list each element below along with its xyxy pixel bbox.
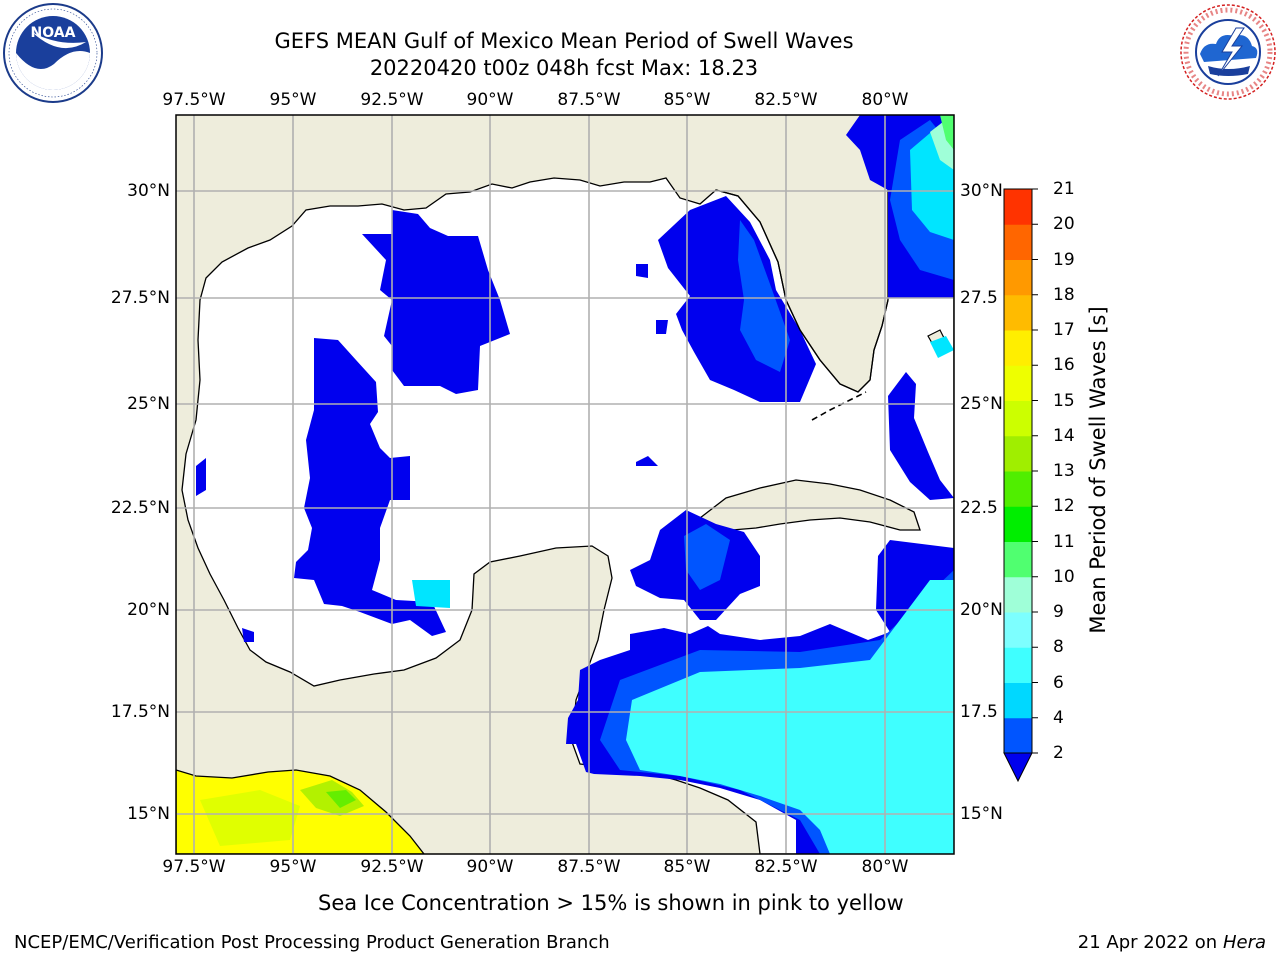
- pacific-swell-yellow: [200, 790, 300, 846]
- date-stamp: 21 Apr 2022 on Hera: [1078, 932, 1266, 953]
- colorbar-tick-label: 15: [1053, 390, 1075, 411]
- lat-tick-left: 17.5°N: [110, 702, 170, 722]
- colorbar-extend-arrow: [1003, 752, 1033, 783]
- lat-tick-right: 15°N: [960, 804, 1003, 824]
- lon-tick-bottom: 80°W: [861, 857, 909, 877]
- lon-tick-top: 80°W: [861, 90, 909, 110]
- colorbar-tick-label: 11: [1053, 531, 1075, 552]
- colorbar-segment: [1004, 435, 1032, 472]
- lat-tick-left: 22.5°N: [110, 498, 170, 518]
- lon-tick-bottom: 87.5°W: [557, 857, 621, 877]
- lat-tick-left: 27.5°N: [110, 288, 170, 308]
- colorbar-segment: [1004, 224, 1032, 260]
- lon-tick-top: 87.5°W: [557, 90, 621, 110]
- lon-tick-top: 82.5°W: [754, 90, 818, 110]
- colorbar-segment: [1004, 471, 1032, 507]
- colorbar-segment: [1004, 330, 1032, 366]
- colorbar-segment: [1004, 259, 1032, 296]
- colorbar-tick-label: 14: [1053, 425, 1075, 446]
- colorbar-segment: [1004, 541, 1032, 578]
- lat-tick-right: 22.5: [960, 498, 998, 518]
- colorbar-tick-label: 20: [1053, 214, 1075, 235]
- date-text: 21 Apr 2022 on: [1077, 932, 1223, 953]
- lon-tick-bottom: 95°W: [269, 857, 317, 877]
- chart-subtitle: 20220420 t00z 048h fcst Max: 18.23: [369, 56, 759, 80]
- chart-title: GEFS MEAN Gulf of Mexico Mean Period of …: [274, 29, 854, 53]
- lon-tick-bottom: 97.5°W: [162, 857, 226, 877]
- colorbar-segment: [1004, 294, 1032, 331]
- host-name: Hera: [1222, 932, 1266, 953]
- colorbar-tick-label: 2: [1053, 743, 1064, 763]
- noaa-logo: NOAA: [3, 3, 103, 103]
- map-frame: [175, 114, 955, 855]
- colorbar-tick-label: 19: [1053, 249, 1075, 270]
- lat-tick-left: 20°N: [127, 600, 170, 620]
- graticule: [176, 115, 954, 854]
- lat-tick-right: 25°N: [960, 394, 1003, 414]
- lon-tick-bottom: 90°W: [466, 857, 514, 877]
- lat-tick-right: 30°N: [960, 181, 1003, 201]
- colorbar-tick-label: 4: [1053, 707, 1064, 728]
- colorbar-segment: [1004, 365, 1032, 401]
- colorbar-tick-label: 6: [1053, 672, 1064, 693]
- colorbar-segment: [1004, 576, 1032, 613]
- colorbar-tick-label: 13: [1053, 461, 1075, 481]
- colorbar-tick-label: 12: [1053, 496, 1075, 517]
- colorbar: [1003, 188, 1038, 783]
- colorbar-segment: [1004, 647, 1032, 683]
- keys-coastline: [811, 391, 867, 421]
- colorbar-segment: [1004, 682, 1032, 719]
- florida-coastline: [715, 189, 889, 393]
- colorbar-label: Mean Period of Swell Waves [s]: [1086, 306, 1110, 634]
- lon-tick-top: 85°W: [663, 90, 711, 110]
- lat-tick-right: 27.5: [960, 288, 998, 308]
- colorbar-segment: [1004, 189, 1032, 225]
- lon-tick-bottom: 82.5°W: [754, 857, 818, 877]
- credit-text: NCEP/EMC/Verification Post Processing Pr…: [14, 932, 610, 953]
- lat-tick-left: 15°N: [127, 804, 170, 824]
- colorbar-segment: [1004, 717, 1032, 754]
- lon-tick-top: 92.5°W: [360, 90, 424, 110]
- lon-tick-top: 95°W: [269, 90, 317, 110]
- sea-ice-note: Sea Ice Concentration > 15% is shown in …: [318, 891, 904, 915]
- colorbar-segment: [1004, 400, 1032, 437]
- lon-tick-bottom: 92.5°W: [360, 857, 424, 877]
- lat-tick-right: 20°N: [960, 600, 1003, 620]
- pacific-swell-dark: [326, 790, 356, 808]
- nws-logo: [1180, 4, 1276, 100]
- swell-contours-10-11s: [940, 115, 954, 150]
- lon-tick-bottom: 85°W: [663, 857, 711, 877]
- colorbar-tick-label: 21: [1053, 179, 1075, 199]
- lat-tick-left: 30°N: [127, 181, 170, 201]
- swell-contours-6-8s: [412, 128, 954, 608]
- lat-tick-left: 25°N: [127, 394, 170, 414]
- colorbar-tick-label: 9: [1053, 602, 1064, 622]
- noaa-logo-text: NOAA: [31, 25, 76, 41]
- colorbar-segment: [1004, 506, 1032, 542]
- lon-tick-top: 97.5°W: [162, 90, 226, 110]
- colorbar-tick-label: 18: [1053, 284, 1075, 305]
- lat-tick-right: 17.5: [960, 702, 998, 722]
- colorbar-tick-label: 17: [1053, 320, 1075, 340]
- lon-tick-top: 90°W: [466, 90, 514, 110]
- colorbar-tick-label: 8: [1053, 637, 1064, 658]
- cuba-land: [698, 479, 921, 531]
- swell-contours-8-9s: [626, 580, 954, 854]
- colorbar-segment: [1004, 612, 1032, 648]
- colorbar-tick-label: 10: [1053, 566, 1075, 587]
- colorbar-tick-label: 16: [1053, 355, 1075, 376]
